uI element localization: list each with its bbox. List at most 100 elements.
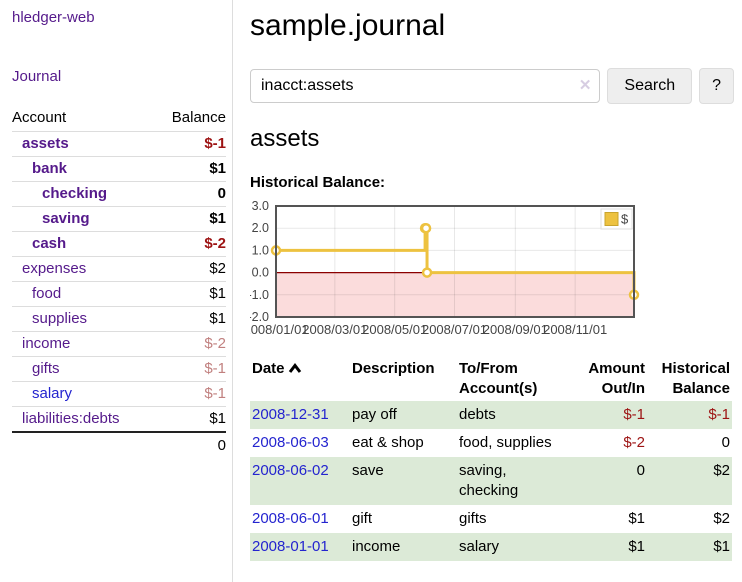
account-balance: $-1 [154,381,226,407]
transaction-amount: $1 [572,533,647,561]
account-balance: $-1 [154,356,226,382]
account-row: liabilities:debts $1 [12,406,226,433]
sidebar: hledger-web Journal Account Balance asse… [0,0,233,582]
clear-search-icon[interactable]: ✕ [578,77,592,94]
svg-text:0.0: 0.0 [252,266,269,280]
account-row: assets $-1 [12,131,226,157]
transactions-table: Date Description To/From Account(s) Amou… [250,357,732,561]
spacer [12,431,155,458]
account-balance: $-1 [154,131,226,157]
account-row: checking 0 [12,181,226,207]
app-brand-link[interactable]: hledger-web [12,9,95,26]
page-title: sample.journal [250,9,446,42]
search-button[interactable]: Search [607,68,693,104]
transaction-description: income [350,533,457,561]
account-row: expenses $2 [12,256,226,282]
column-header-accounts: To/From Account(s) [459,360,538,397]
transaction-balance: 0 [721,434,730,451]
svg-text:2008/09/01: 2008/09/01 [483,322,548,337]
chart-title: Historical Balance: [250,174,386,191]
account-link[interactable]: salary [32,385,73,402]
account-balance: $2 [154,256,226,282]
transaction-description: save [350,457,457,505]
transaction-description: gift [352,510,373,527]
transaction-amount: $1 [628,510,645,527]
column-header-description: Description [352,360,435,377]
svg-text:-1.0: -1.0 [250,288,269,302]
svg-text:1.0: 1.0 [252,243,269,257]
account-row: food $1 [12,281,226,307]
transaction-description: eat & shop [352,434,424,451]
account-balance: $-2 [154,331,226,357]
transaction-row: 2008-01-01 income salary $1 $1 [250,533,732,561]
transaction-date-link[interactable]: 2008-06-02 [252,462,329,479]
svg-text:$: $ [621,212,629,227]
accounts-header-balance: Balance [154,106,226,132]
account-link[interactable]: cash [32,235,67,252]
account-row: gifts $-1 [12,356,226,382]
transaction-date-link[interactable]: 2008-06-03 [252,434,329,451]
transaction-row: 2008-06-02 save saving, checking 0 $2 [250,457,732,505]
account-row: salary $-1 [12,381,226,407]
svg-text:2008/07/01: 2008/07/01 [422,322,487,337]
transaction-description: pay off [350,401,457,429]
account-row: income $-2 [12,331,226,357]
account-link[interactable]: income [22,335,71,352]
account-link[interactable]: supplies [32,310,88,327]
account-balance: $-2 [154,231,226,257]
transaction-accounts: saving, checking [457,457,572,505]
sort-ascending-icon [288,360,302,380]
svg-text:2008/11/01: 2008/11/01 [543,322,607,337]
transaction-date-link[interactable]: 2008-06-01 [252,510,329,527]
transaction-accounts: gifts [459,510,487,527]
date-header-label: Date [252,360,285,377]
search-form: ✕ Search ? [250,68,734,104]
account-link[interactable]: bank [32,160,68,177]
account-row: bank $1 [12,156,226,182]
account-link[interactable]: liabilities:debts [22,410,120,427]
account-link[interactable]: gifts [32,360,60,377]
accounts-total-value: 0 [154,431,226,458]
transaction-accounts: food, supplies [459,434,552,451]
account-balance: $1 [154,306,226,332]
transaction-balance: $2 [713,510,730,527]
sidebar-item-journal[interactable]: Journal [12,68,62,85]
accounts-header-account: Account [12,106,155,132]
column-header-amount: Amount Out/In [588,360,645,397]
main-content: sample.journal ✕ Search ? assets Histori… [233,0,742,582]
transaction-date-link[interactable]: 2008-01-01 [252,538,329,555]
transaction-balance: $2 [647,457,732,505]
account-row: saving $1 [12,206,226,232]
svg-text:3.0: 3.0 [252,200,269,213]
transaction-amount: 0 [572,457,647,505]
transaction-row: 2008-06-03 eat & shop food, supplies $-2 0 [250,429,732,457]
svg-text:2008/03/01: 2008/03/01 [302,322,367,337]
account-link[interactable]: food [32,285,62,302]
column-header-date-sort[interactable]: Date [250,357,350,401]
account-link[interactable]: assets [22,135,69,152]
accounts-total-row: 0 [12,431,226,458]
accounts-table: Account Balance assets $-1 bank $1 checking 0… [12,106,226,458]
account-row: supplies $1 [12,306,226,332]
account-balance: $1 [154,281,226,307]
account-balance: $1 [154,406,226,433]
search-input[interactable] [250,69,601,103]
account-page-title: assets [250,125,320,152]
account-link[interactable]: expenses [22,260,87,277]
transaction-row: 2008-12-31 pay off debts $-1 $-1 [250,401,732,429]
transaction-accounts: salary [457,533,572,561]
historical-balance-chart: $3.0 2.0 1.0 0.0 -1.0 -2.02008/01/012008/03/0… [250,200,640,337]
account-link[interactable]: saving [42,210,90,227]
account-balance: 0 [154,181,226,207]
svg-text:2008/05/01: 2008/05/01 [362,322,427,337]
transaction-row: 2008-06-01 gift gifts $1 $2 [250,505,732,533]
svg-text:-2.0: -2.0 [250,310,269,324]
svg-text:2.0: 2.0 [252,221,269,235]
transaction-accounts: debts [457,401,572,429]
transaction-amount: $-1 [572,401,647,429]
transaction-date-link[interactable]: 2008-12-31 [252,406,329,423]
account-link[interactable]: checking [42,185,108,202]
transaction-balance: $-1 [647,401,732,429]
help-button[interactable]: ? [699,68,734,104]
account-balance: $1 [154,206,226,232]
